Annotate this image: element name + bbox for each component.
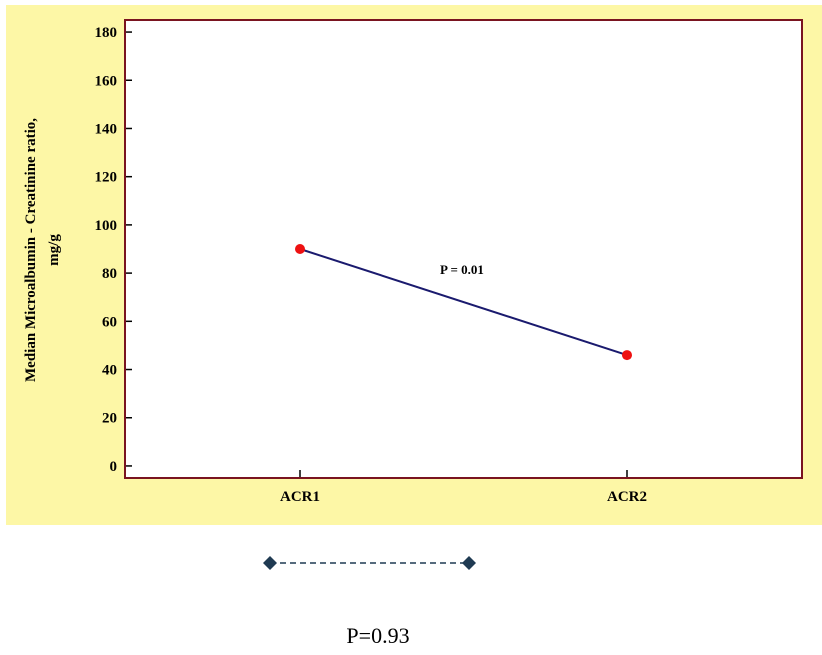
- connector-left-diamond: [263, 556, 277, 570]
- series-layer: [295, 244, 632, 361]
- y-tick-label: 120: [95, 170, 118, 186]
- comparison-connector: [263, 556, 476, 570]
- connector-right-diamond: [462, 556, 476, 570]
- y-tick-label: 140: [95, 121, 118, 137]
- x-tick-label: ACR2: [607, 489, 647, 505]
- y-axis-title: Median Microalbumin - Creatinine ratio, …: [23, 118, 62, 382]
- annotation-p-value: P = 0.01: [440, 262, 484, 277]
- y-axis-title-line-2: mg/g: [46, 234, 62, 266]
- data-point: [622, 350, 632, 361]
- y-tick-label: 20: [102, 411, 117, 427]
- y-tick-label: 40: [102, 363, 117, 379]
- axis-ticks: 0 20 40 60 80 100 120 140 160 180 ACR1 ACR2: [95, 25, 648, 505]
- plot-area: [125, 20, 802, 478]
- y-axis-title-line-1: Median Microalbumin - Creatinine ratio,: [23, 118, 39, 382]
- data-point: [295, 244, 305, 254]
- series-line: [299, 248, 628, 357]
- y-tick-label: 60: [102, 314, 117, 330]
- bottom-p-value: P=0.93: [346, 623, 409, 648]
- y-tick-label: 180: [95, 25, 118, 41]
- y-tick-label: 80: [102, 266, 117, 282]
- y-tick-label: 160: [95, 73, 118, 89]
- x-tick-label: ACR1: [280, 489, 320, 505]
- plot-frame: [124, 19, 803, 479]
- y-tick-label: 100: [95, 218, 118, 234]
- y-tick-label: 0: [110, 459, 118, 475]
